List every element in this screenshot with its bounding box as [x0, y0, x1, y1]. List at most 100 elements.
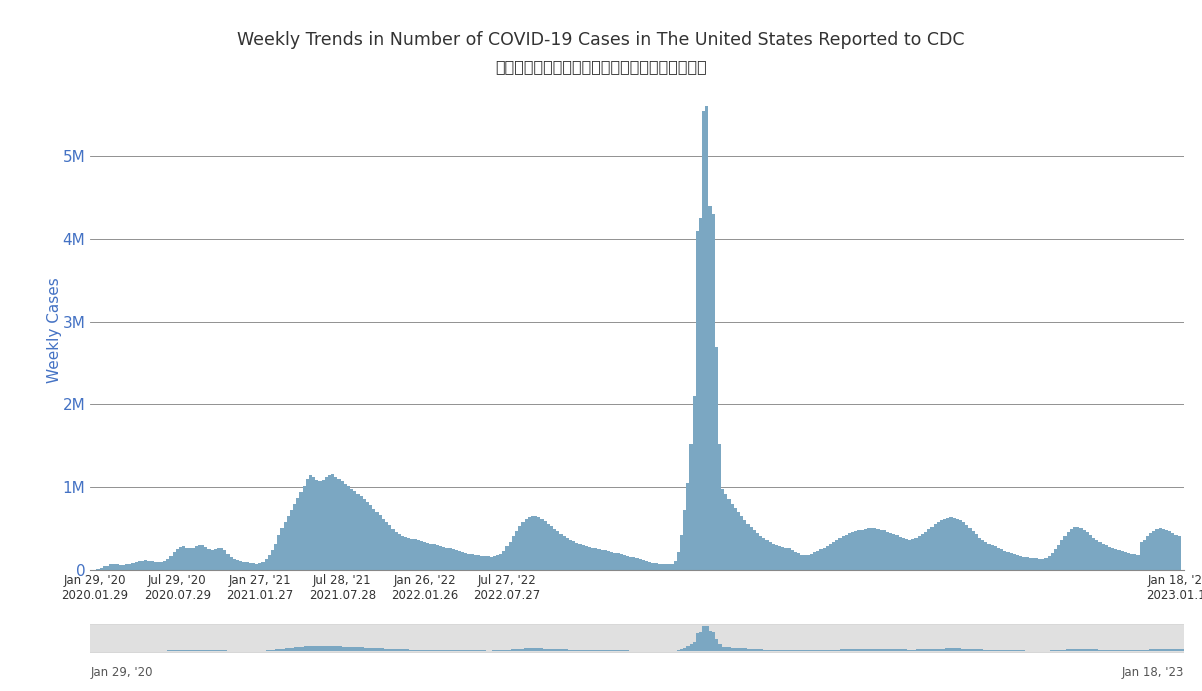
Bar: [1155, 649, 1159, 651]
Bar: [399, 650, 403, 651]
Bar: [487, 556, 489, 570]
Bar: [524, 648, 526, 651]
Bar: [549, 526, 553, 570]
Bar: [112, 564, 115, 570]
Bar: [954, 648, 958, 651]
Bar: [198, 545, 201, 570]
Bar: [166, 558, 169, 570]
Bar: [769, 650, 773, 651]
Bar: [458, 551, 462, 570]
Bar: [1012, 650, 1014, 651]
Bar: [1005, 650, 1008, 651]
Bar: [316, 646, 320, 651]
Bar: [1053, 650, 1057, 651]
Bar: [563, 650, 565, 651]
Bar: [373, 509, 375, 570]
Bar: [1035, 558, 1039, 570]
Bar: [210, 549, 214, 570]
Bar: [792, 650, 795, 651]
Bar: [541, 519, 543, 570]
Bar: [202, 650, 206, 651]
Bar: [489, 650, 492, 651]
Bar: [740, 516, 743, 570]
Text: Jan 29, '20: Jan 29, '20: [90, 665, 153, 679]
Bar: [441, 650, 444, 651]
Bar: [575, 650, 578, 651]
Bar: [927, 529, 930, 570]
Bar: [902, 538, 905, 570]
Bar: [385, 522, 388, 570]
Bar: [129, 564, 131, 570]
Bar: [147, 561, 150, 570]
Bar: [594, 650, 597, 651]
Bar: [150, 561, 154, 570]
Bar: [471, 554, 474, 570]
Bar: [365, 502, 369, 570]
Bar: [418, 650, 422, 651]
Bar: [766, 540, 768, 570]
Bar: [540, 648, 543, 651]
Bar: [514, 531, 518, 570]
Bar: [451, 650, 453, 651]
Bar: [1101, 650, 1105, 651]
Bar: [984, 542, 987, 570]
Bar: [1097, 650, 1101, 651]
Bar: [236, 560, 239, 570]
Bar: [214, 549, 218, 570]
Bar: [499, 650, 501, 651]
Bar: [810, 553, 813, 570]
Bar: [169, 556, 173, 570]
Bar: [1105, 545, 1108, 570]
Bar: [920, 650, 922, 651]
Bar: [864, 529, 867, 570]
Bar: [1045, 558, 1048, 570]
Bar: [480, 650, 482, 651]
Bar: [483, 556, 487, 570]
Bar: [807, 555, 810, 570]
Bar: [135, 562, 138, 570]
Bar: [766, 650, 769, 651]
Bar: [881, 649, 885, 651]
Bar: [121, 565, 125, 570]
Bar: [835, 540, 838, 570]
Bar: [626, 650, 629, 651]
Bar: [349, 647, 352, 651]
Bar: [432, 650, 435, 651]
Bar: [1149, 650, 1152, 651]
Bar: [971, 531, 975, 570]
Bar: [534, 648, 536, 651]
Bar: [783, 650, 785, 651]
Bar: [261, 562, 264, 570]
Bar: [1022, 650, 1024, 651]
Bar: [460, 650, 463, 651]
Bar: [721, 647, 725, 651]
Bar: [964, 649, 968, 651]
Bar: [626, 556, 629, 570]
Bar: [1025, 558, 1029, 570]
Bar: [1101, 544, 1105, 570]
Bar: [775, 650, 779, 651]
Bar: [906, 650, 910, 651]
Bar: [563, 536, 566, 570]
Bar: [980, 650, 983, 651]
Bar: [775, 545, 778, 570]
Bar: [756, 650, 760, 651]
Text: Jan 18, '23: Jan 18, '23: [1121, 665, 1184, 679]
Bar: [655, 563, 657, 570]
Bar: [845, 535, 847, 570]
Bar: [377, 648, 380, 651]
Bar: [506, 547, 508, 570]
Bar: [948, 648, 951, 651]
Bar: [827, 650, 831, 651]
Bar: [808, 650, 811, 651]
Bar: [763, 650, 766, 651]
Bar: [224, 650, 227, 651]
Bar: [227, 650, 231, 651]
Bar: [343, 647, 345, 651]
Bar: [553, 529, 557, 570]
Bar: [526, 648, 530, 651]
Bar: [221, 650, 224, 651]
Bar: [1143, 650, 1146, 651]
Bar: [230, 557, 233, 570]
Bar: [981, 540, 984, 570]
